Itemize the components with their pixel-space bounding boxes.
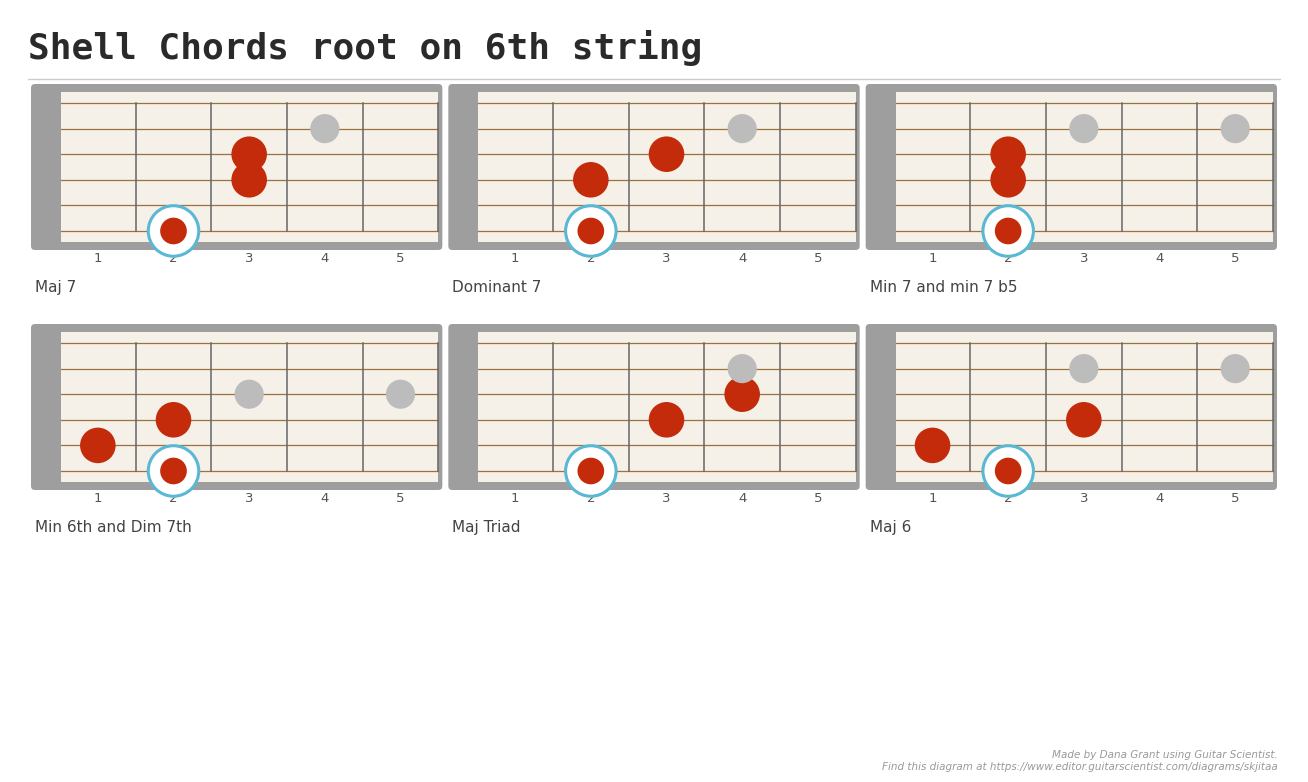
Text: 4: 4 — [1155, 492, 1164, 505]
Circle shape — [1066, 402, 1101, 438]
Text: 3: 3 — [245, 492, 254, 505]
Circle shape — [1220, 114, 1249, 143]
Circle shape — [80, 428, 115, 463]
Circle shape — [727, 354, 757, 383]
Text: Made by Dana Grant using Guitar Scientist.: Made by Dana Grant using Guitar Scientis… — [1052, 750, 1278, 760]
Text: Maj Triad: Maj Triad — [453, 520, 521, 535]
Text: 2: 2 — [1005, 252, 1012, 265]
Circle shape — [1069, 354, 1099, 383]
Bar — [35, 88, 61, 246]
Text: Dominant 7: Dominant 7 — [453, 280, 542, 295]
FancyBboxPatch shape — [477, 92, 855, 242]
Text: 1: 1 — [929, 492, 937, 505]
Text: 4: 4 — [320, 492, 330, 505]
Circle shape — [148, 446, 199, 497]
Text: 2: 2 — [169, 252, 178, 265]
Circle shape — [914, 428, 951, 463]
Circle shape — [148, 206, 199, 256]
Circle shape — [727, 114, 757, 143]
Text: Maj 6: Maj 6 — [870, 520, 912, 535]
FancyBboxPatch shape — [60, 92, 438, 242]
Text: 5: 5 — [396, 252, 404, 265]
Circle shape — [232, 162, 267, 198]
Bar — [453, 88, 479, 246]
Text: 3: 3 — [662, 492, 671, 505]
Text: 2: 2 — [1005, 492, 1012, 505]
Bar — [453, 328, 479, 486]
Text: 1: 1 — [94, 492, 102, 505]
Circle shape — [1069, 114, 1099, 143]
Circle shape — [232, 136, 267, 172]
FancyBboxPatch shape — [31, 84, 442, 250]
Circle shape — [982, 206, 1033, 256]
Bar — [35, 328, 61, 486]
Text: 5: 5 — [814, 252, 823, 265]
Text: 5: 5 — [1231, 492, 1240, 505]
Circle shape — [995, 457, 1022, 484]
Text: 1: 1 — [511, 492, 519, 505]
Text: 5: 5 — [1231, 252, 1240, 265]
Circle shape — [565, 206, 616, 256]
Circle shape — [573, 162, 608, 198]
FancyBboxPatch shape — [477, 332, 855, 482]
Circle shape — [386, 379, 415, 409]
FancyBboxPatch shape — [449, 324, 859, 490]
FancyBboxPatch shape — [895, 92, 1273, 242]
FancyBboxPatch shape — [60, 332, 438, 482]
Text: 1: 1 — [511, 252, 519, 265]
Text: 5: 5 — [814, 492, 823, 505]
Text: Min 7 and min 7 b5: Min 7 and min 7 b5 — [870, 280, 1018, 295]
Circle shape — [649, 136, 684, 172]
Text: 1: 1 — [94, 252, 102, 265]
Text: 3: 3 — [1079, 252, 1088, 265]
FancyBboxPatch shape — [866, 84, 1277, 250]
Circle shape — [160, 217, 187, 244]
Circle shape — [578, 217, 604, 244]
Text: 5: 5 — [396, 492, 404, 505]
Circle shape — [310, 114, 339, 143]
Bar — [870, 88, 896, 246]
Text: 3: 3 — [1079, 492, 1088, 505]
Text: Shell Chords root on 6th string: Shell Chords root on 6th string — [27, 30, 702, 66]
FancyBboxPatch shape — [449, 84, 859, 250]
Circle shape — [649, 402, 684, 438]
Circle shape — [160, 457, 187, 484]
Circle shape — [982, 446, 1033, 497]
FancyBboxPatch shape — [31, 324, 442, 490]
Text: 4: 4 — [738, 252, 747, 265]
Text: Min 6th and Dim 7th: Min 6th and Dim 7th — [35, 520, 192, 535]
Text: 3: 3 — [662, 252, 671, 265]
Bar — [870, 328, 896, 486]
Text: 4: 4 — [320, 252, 330, 265]
Circle shape — [1220, 354, 1249, 383]
Circle shape — [578, 457, 604, 484]
Text: 4: 4 — [738, 492, 747, 505]
Circle shape — [990, 136, 1025, 172]
Text: 1: 1 — [929, 252, 937, 265]
Text: 2: 2 — [169, 492, 178, 505]
Circle shape — [990, 162, 1025, 198]
FancyBboxPatch shape — [866, 324, 1277, 490]
Circle shape — [565, 446, 616, 497]
Text: Maj 7: Maj 7 — [35, 280, 76, 295]
Text: Find this diagram at https://www.editor.guitarscientist.com/diagrams/skjitaa: Find this diagram at https://www.editor.… — [883, 762, 1278, 772]
Circle shape — [995, 217, 1022, 244]
Circle shape — [156, 402, 191, 438]
Text: 3: 3 — [245, 252, 254, 265]
Circle shape — [234, 379, 264, 409]
Text: 2: 2 — [586, 492, 595, 505]
Text: 4: 4 — [1155, 252, 1164, 265]
Circle shape — [725, 376, 760, 412]
Text: 2: 2 — [586, 252, 595, 265]
FancyBboxPatch shape — [895, 332, 1273, 482]
